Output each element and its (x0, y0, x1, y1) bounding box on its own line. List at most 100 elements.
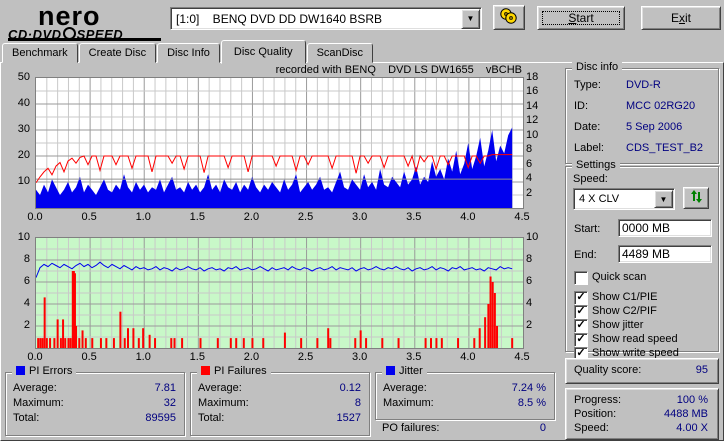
axis-tick-label: 14 (526, 99, 539, 112)
stat-label: Maximum: (13, 397, 64, 409)
axis-tick-label: 4 (23, 297, 30, 309)
speed-value: 4.00 X (676, 422, 708, 434)
start-position-label: Start: (574, 223, 601, 235)
show-jitter-checkbox[interactable] (574, 319, 588, 333)
show-c2-pif-label: Show C2/PIF (592, 305, 657, 317)
pi-errors-chart: 10 20 30 40 50 2 4 6 8 10 12 14 16 18 0.0 0.5 1.0 1.5 2.0 2… (0, 64, 558, 224)
axis-tick-label: 2 (526, 319, 533, 331)
axis-tick-label: 4.0 (460, 351, 476, 363)
speed-label: Speed: (573, 173, 608, 185)
speed-select[interactable]: 4 X CLV ▼ (573, 188, 675, 210)
po-failures-label: PO failures: (382, 422, 440, 434)
tab-disc-info[interactable]: Disc Info (157, 43, 220, 63)
speed-label: Speed: (574, 422, 609, 434)
axis-tick-label: 2.0 (243, 351, 260, 363)
axis-tick-label: 0.0 (27, 351, 43, 363)
axis-tick-label: 1.0 (135, 211, 151, 223)
quality-score-label: Quality score: (574, 364, 642, 376)
show-read-speed-checkbox[interactable] (574, 333, 588, 347)
axis-tick-label: 2.0 (243, 211, 260, 223)
tab-create-disc[interactable]: Create Disc (78, 43, 157, 63)
quality-score-value: 95 (695, 364, 708, 376)
axis-tick-label: 6 (526, 275, 533, 287)
jitter-pif-chart: 2 4 6 8 10 2 4 6 8 10 0.0 0.5 1.0 1.5 2.0 2.5 3.0 3.5 4.0 4… (0, 224, 558, 366)
pi-failures-swatch-icon (201, 366, 210, 375)
logo-nero-text: nero (38, 1, 101, 31)
tab-bar: Benchmark Create Disc Disc Info Disc Qua… (2, 40, 374, 64)
axis-tick-label: 8 (526, 253, 533, 265)
start-button[interactable]: Start (537, 6, 625, 30)
stat-label: Total: (198, 412, 225, 424)
axis-tick-label: 1.5 (189, 351, 205, 363)
progress-value: 100 % (676, 394, 708, 406)
axis-tick-label: 10 (526, 128, 539, 141)
speed-select-dropdown-arrow[interactable]: ▼ (654, 190, 673, 208)
disc-id-value: MCC 02RG20 (626, 100, 696, 112)
pi-errors-swatch-icon (16, 366, 25, 375)
chevron-down-icon: ▼ (466, 14, 475, 23)
show-c1-pie-checkbox[interactable] (574, 291, 588, 305)
axis-tick-label: 1.5 (189, 211, 205, 223)
jitter-pif-plot-area (35, 237, 524, 349)
pi-errors-stats-box: PI Errors Average: 7.81 Maximum: 32 Total:… (5, 365, 185, 436)
disc-info-label: Date: (574, 121, 601, 133)
chevron-down-icon: ▼ (659, 194, 668, 204)
tab-disc-quality[interactable]: Disc Quality (220, 40, 306, 64)
disc-info-label: Type: (574, 79, 601, 91)
jitter-swatch-icon (386, 366, 395, 375)
progress-label: Progress: (574, 394, 622, 406)
stat-label: Maximum: (383, 397, 434, 409)
axis-tick-label: 4.5 (514, 211, 530, 223)
axis-tick-label: 3.0 (352, 351, 368, 363)
disc-date-value: 5 Sep 2006 (626, 121, 683, 133)
end-position-input[interactable] (618, 245, 712, 263)
stat-label: Average: (13, 382, 57, 394)
quick-scan-label: Quick scan (592, 271, 647, 283)
start-position-input[interactable] (618, 219, 712, 237)
pi-failures-stats-box: PI Failures Average: 0.12 Maximum: 8 Total… (190, 365, 370, 436)
jitter-pif-chart-svg (35, 238, 523, 348)
axis-tick-label: 8 (526, 143, 533, 156)
app-logo: nero CD·DVD SPEED (6, 1, 166, 42)
tab-scandisc[interactable]: ScanDisc (306, 43, 374, 63)
position-label: Position: (574, 408, 617, 420)
tab-benchmark[interactable]: Benchmark (2, 43, 78, 63)
disc-info-label: Label: (574, 142, 604, 154)
axis-tick-label: 40 (17, 97, 30, 109)
po-failures-row: PO failures: 0 (382, 422, 546, 434)
speed-select-value: 4 X CLV (579, 193, 620, 205)
axis-tick-label: 0.5 (81, 351, 97, 363)
position-value: 4488 MB (663, 408, 708, 420)
settings-title: Settings (572, 159, 620, 171)
drive-select-combobox[interactable]: [1:0] BENQ DVD DD DW1640 BSRB ▼ (170, 7, 482, 30)
show-read-speed-label: Show read speed (592, 333, 678, 345)
stat-value: 8.5 % (517, 397, 546, 409)
stat-label: Total: (13, 412, 40, 424)
settings-box: Settings Speed: 4 X CLV ▼ Start: End: Qu… (565, 159, 719, 361)
drive-select-dropdown-arrow[interactable]: ▼ (461, 8, 480, 29)
stat-value: 1527 (336, 412, 361, 424)
stat-value: 7.24 % (511, 382, 546, 394)
disc-type-value: DVD-R (626, 79, 661, 91)
axis-tick-label: 6 (526, 157, 533, 170)
axis-tick-label: 10 (526, 231, 539, 243)
pi-errors-speed-chart-svg (35, 78, 523, 208)
stat-label: Maximum: (198, 397, 249, 409)
axis-tick-label: 4.5 (514, 351, 530, 363)
drive-select-value: [1:0] BENQ DVD DD DW1640 BSRB (176, 11, 383, 26)
show-c2-pif-checkbox[interactable] (574, 305, 588, 319)
disc-info-title: Disc info (572, 61, 623, 73)
axis-tick-label: 3.5 (406, 351, 422, 363)
stat-value: 89595 (145, 412, 176, 424)
axis-tick-label: 1.0 (135, 351, 151, 363)
quick-scan-checkbox[interactable] (574, 271, 588, 285)
exit-button[interactable]: Exit (641, 6, 721, 30)
disc-info-label: ID: (574, 100, 589, 112)
axis-tick-label: 10 (17, 231, 30, 243)
eject-disc-button[interactable] (493, 5, 525, 30)
refresh-speed-button[interactable] (683, 187, 709, 209)
eject-disc-icon (500, 8, 517, 24)
axis-tick-label: 3.5 (406, 211, 422, 223)
stat-value: 0.12 (339, 382, 361, 394)
jitter-legend: Jitter (382, 365, 427, 377)
